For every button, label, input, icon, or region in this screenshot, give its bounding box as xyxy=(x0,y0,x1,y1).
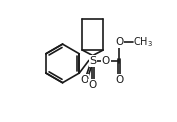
Text: O: O xyxy=(102,56,110,66)
Text: S: S xyxy=(89,56,96,66)
Text: CH$_3$: CH$_3$ xyxy=(133,35,153,49)
Text: O: O xyxy=(89,80,97,90)
Text: O: O xyxy=(115,37,123,47)
Text: O: O xyxy=(115,75,123,85)
Text: O: O xyxy=(81,75,89,85)
